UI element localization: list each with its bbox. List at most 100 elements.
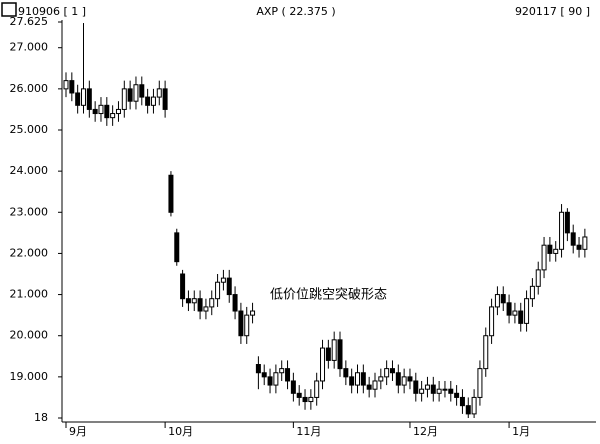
candle-body — [355, 372, 360, 386]
candle-body — [86, 88, 92, 110]
header-right: 920117 [ 90 ] — [515, 5, 590, 18]
candle-body — [80, 88, 86, 106]
y-tick-label: 27.625 — [10, 15, 49, 28]
x-tick-label: 9月 — [69, 425, 87, 438]
candle-body — [331, 339, 337, 361]
x-tick-label: 11月 — [296, 425, 321, 438]
y-tick-label: 22.000 — [10, 246, 49, 259]
candle-body — [156, 88, 162, 98]
candle-body — [576, 244, 582, 250]
candle-body — [191, 298, 197, 304]
candle-body — [215, 281, 221, 300]
candle-body — [518, 310, 524, 324]
y-tick-label: 23.000 — [10, 205, 49, 218]
y-tick-label: 18 — [34, 411, 48, 424]
candle-body — [98, 104, 104, 115]
candle-body — [413, 380, 419, 394]
candle-body — [110, 113, 116, 119]
candle-body — [145, 96, 151, 106]
x-tick-label: 12月 — [413, 425, 438, 438]
candle-body — [378, 376, 384, 382]
candle-body — [104, 104, 110, 119]
candle-body — [302, 396, 308, 403]
candle-body — [372, 380, 378, 390]
candle-body — [185, 298, 191, 304]
y-tick-label: 20.000 — [10, 329, 49, 342]
x-tick-label: 1月 — [512, 425, 530, 438]
candle-body — [436, 388, 442, 394]
candle-body — [389, 368, 395, 374]
candle-body — [500, 294, 506, 304]
y-tick-label: 21.000 — [10, 288, 49, 301]
candle-body — [570, 232, 576, 246]
candle-body — [419, 388, 425, 394]
candle-body — [524, 298, 530, 324]
candle-body — [483, 335, 489, 370]
candle-body — [529, 285, 535, 300]
candle-body — [150, 96, 156, 106]
x-tick-label: 10月 — [168, 425, 193, 438]
candle-body — [442, 388, 448, 391]
candle-body — [121, 88, 127, 110]
candle-body — [69, 80, 75, 94]
candle-body — [261, 372, 267, 378]
candle-body — [203, 306, 209, 312]
candle-body — [115, 108, 121, 115]
candle-body — [232, 294, 238, 312]
candle-body — [459, 396, 465, 407]
candle-body — [407, 376, 413, 382]
header-left: 910906 [ 1 ] — [18, 5, 86, 18]
candle-body — [314, 380, 320, 398]
chart-title: AXP ( 22.375 ) — [256, 5, 335, 18]
candle-body — [133, 84, 139, 102]
candle-body — [168, 174, 174, 213]
candle-body — [535, 269, 541, 287]
candle-body — [285, 368, 291, 382]
candle-body — [430, 384, 436, 394]
annotation: 低价位跳空突破形态 — [270, 287, 387, 303]
candle-body — [512, 310, 518, 316]
candle-body — [273, 372, 279, 386]
candle-body — [325, 347, 331, 361]
candle-body — [279, 368, 285, 374]
candle-body — [290, 380, 296, 394]
candle-body — [244, 314, 250, 337]
candle-body — [127, 88, 133, 102]
candle-body — [226, 277, 232, 296]
candle-body — [92, 108, 98, 115]
y-tick-label: 26.000 — [10, 82, 49, 95]
candle-body — [494, 294, 500, 308]
candle-body — [255, 364, 261, 374]
candle-body — [308, 396, 314, 403]
candle-body — [424, 384, 430, 390]
candle-body — [250, 310, 256, 316]
candle-body — [384, 368, 390, 378]
y-tick-label: 24.000 — [10, 164, 49, 177]
candle-body — [238, 310, 244, 337]
candle-body — [209, 298, 215, 308]
candle-body — [63, 80, 69, 90]
candle-body — [541, 244, 547, 271]
candle-body — [197, 298, 203, 312]
candle-body — [553, 248, 559, 254]
candle-body — [448, 388, 454, 394]
candle-body — [349, 376, 355, 386]
candle-body — [174, 232, 180, 263]
candle-body — [477, 368, 483, 398]
candle-body — [343, 368, 349, 378]
candle-body — [547, 244, 553, 254]
candle-body — [582, 236, 588, 250]
candle-body — [267, 376, 273, 386]
y-tick-label: 25.000 — [10, 123, 49, 136]
candle-body — [220, 277, 226, 283]
candle-body — [559, 211, 565, 250]
candle-body — [471, 396, 477, 415]
candle-body — [296, 392, 302, 398]
candle-body — [180, 273, 186, 300]
candle-body — [320, 347, 326, 382]
y-tick-label: 19.000 — [10, 370, 49, 383]
candle-body — [465, 405, 471, 415]
candle-body — [337, 339, 343, 370]
candle-body — [454, 392, 460, 398]
